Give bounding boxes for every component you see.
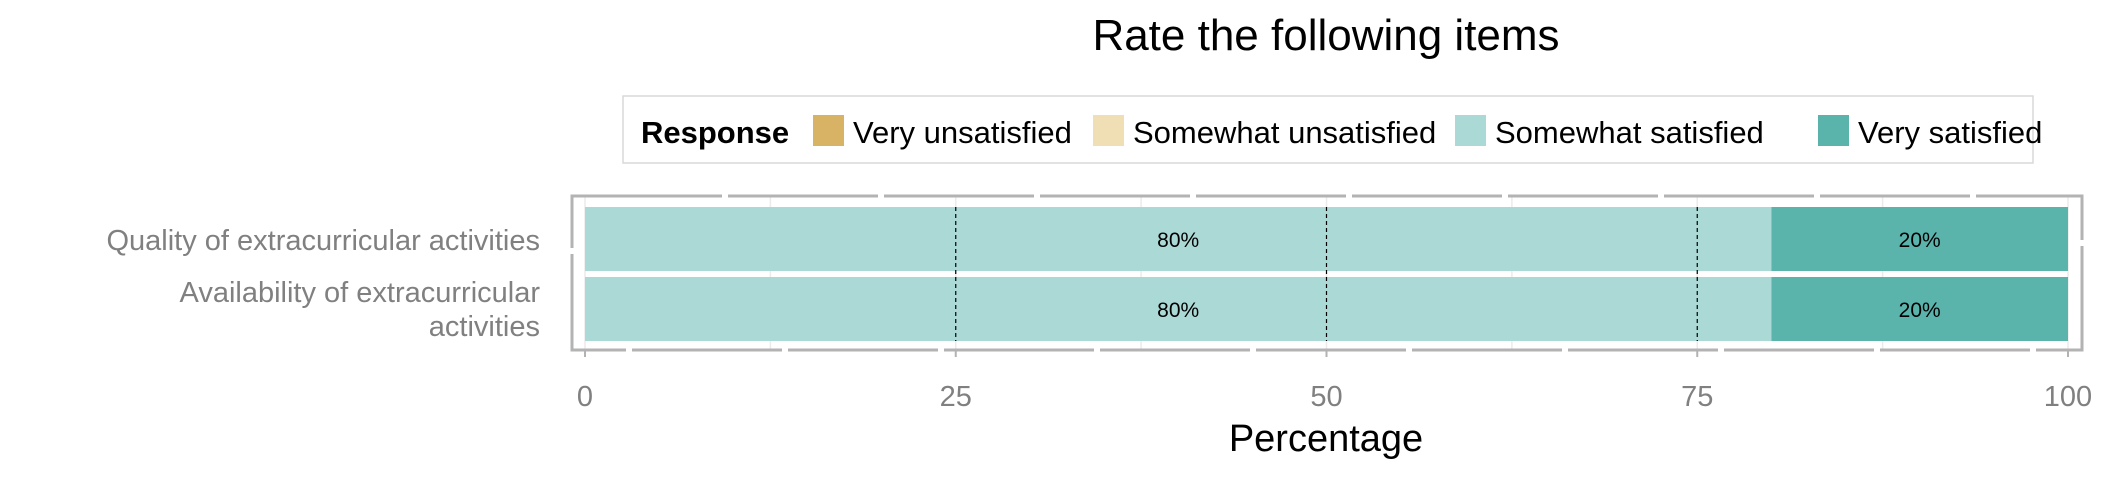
legend-swatch: [1093, 115, 1124, 146]
bar-segment: [585, 207, 1772, 271]
legend-item: Very unsatisfied: [813, 115, 1072, 150]
legend-label: Somewhat satisfied: [1495, 115, 1764, 150]
legend-label: Somewhat unsatisfied: [1133, 115, 1436, 150]
data-label: 80%: [1157, 229, 1199, 252]
legend-item: Somewhat unsatisfied: [1093, 115, 1436, 150]
legend-box: [622, 95, 2034, 164]
legend-item: Very satisfied: [1818, 115, 2042, 150]
bar-segment: [1771, 207, 2068, 271]
data-label: 80%: [1157, 299, 1199, 322]
legend-item: Somewhat satisfied: [1455, 115, 1764, 150]
tick-label: 100: [2044, 381, 2092, 413]
tick-label: 25: [940, 381, 972, 413]
category-label: activities: [429, 311, 540, 343]
x-axis-title: Percentage: [1229, 418, 1423, 460]
legend-label: Very unsatisfied: [853, 115, 1072, 150]
legend-swatch: [1455, 115, 1486, 146]
legend: Response Very unsatisfied Somewhat unsati…: [622, 95, 2042, 164]
legend-swatch: [1818, 115, 1849, 146]
legend-swatch: [813, 115, 844, 146]
legend-title: Response: [641, 115, 789, 150]
legend-label: Very satisfied: [1858, 115, 2042, 150]
data-label: 20%: [1899, 299, 1941, 322]
data-label: 20%: [1899, 229, 1941, 252]
bar-segment: [585, 277, 1772, 341]
category-labels: Quality of extracurricular activities Ava…: [106, 225, 540, 343]
category-label: Availability of extracurricular: [180, 277, 541, 309]
tick-label: 0: [577, 381, 593, 413]
x-axis-ticks: 0 25 50 75 100: [577, 350, 2092, 413]
tick-label: 50: [1310, 381, 1342, 413]
category-label: Quality of extracurricular activities: [106, 225, 540, 257]
bar-segment: [1771, 277, 2068, 341]
plot-area: 80% 20% 80% 20%: [570, 194, 2084, 352]
chart-title: Rate the following items: [1092, 11, 1559, 60]
tick-label: 75: [1681, 381, 1713, 413]
